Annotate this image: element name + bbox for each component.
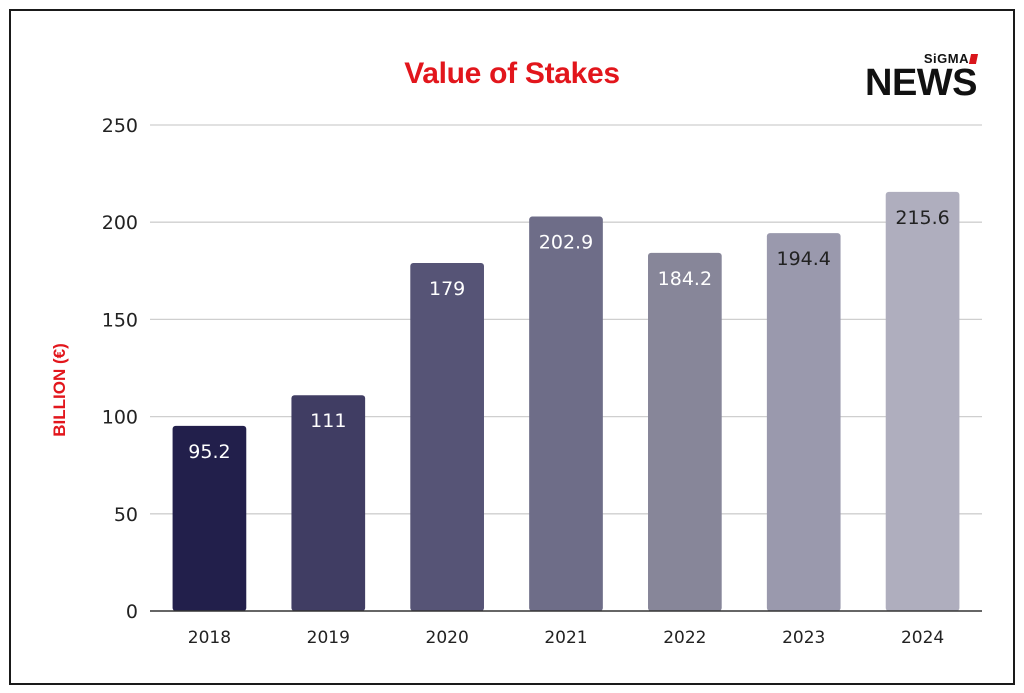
y-tick-label: 0: [126, 601, 138, 623]
brand-logo-top: SiGMA: [859, 51, 979, 66]
x-tick-label: 2023: [782, 628, 825, 648]
x-tick-label: 2021: [544, 628, 587, 648]
bar-2019: [291, 395, 366, 611]
bar-2022: [648, 252, 722, 611]
x-tick-label: 2024: [901, 628, 944, 648]
chart-title: Value of Stakes: [404, 57, 620, 90]
bar-2023: [766, 233, 841, 611]
x-tick-label: 2020: [426, 628, 469, 648]
y-tick-label: 150: [102, 309, 138, 331]
data-label-2019: 111: [310, 410, 346, 432]
y-tick-label: 100: [102, 407, 138, 429]
data-label-2018: 95.2: [188, 441, 230, 463]
y-tick-label: 200: [102, 212, 138, 234]
bar-2024: [885, 191, 960, 611]
bar-2021: [529, 216, 603, 612]
x-tick-label: 2018: [188, 628, 231, 648]
brand-logo: SiGMA NEWS: [859, 51, 979, 104]
y-tick-label: 250: [102, 115, 138, 137]
brand-logo-main: NEWS: [865, 62, 978, 104]
data-label-2022: 184.2: [658, 268, 712, 290]
bars: 95.2 111 179 202.9 184.2 194.4 215.6: [172, 191, 960, 612]
x-axis-ticks: 2018 2019 2020 2021 2022 2023 2024: [188, 628, 944, 648]
y-axis-ticks: 0 50 100 150 200 250: [102, 115, 138, 623]
data-label-2024: 215.6: [895, 207, 949, 229]
data-label-2023: 194.4: [777, 248, 831, 270]
data-label-2020: 179: [429, 278, 465, 300]
data-label-2021: 202.9: [539, 232, 593, 254]
bar-2020: [410, 263, 484, 611]
bar-2018: [172, 425, 247, 611]
x-tick-label: 2022: [663, 628, 706, 648]
x-tick-label: 2019: [307, 628, 350, 648]
y-tick-label: 50: [114, 504, 138, 526]
